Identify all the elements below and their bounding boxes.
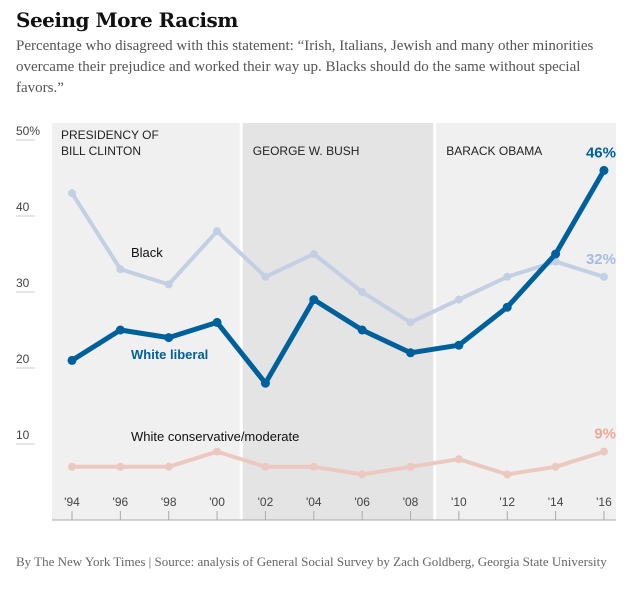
y-tick-label: 40: [16, 200, 30, 214]
period-band: [242, 123, 434, 520]
x-tick-label: '12: [499, 495, 515, 509]
data-point: [406, 318, 415, 327]
data-point: [358, 470, 367, 479]
x-tick-label: '14: [548, 495, 564, 509]
data-point: [68, 462, 76, 471]
data-point: [503, 470, 512, 479]
x-tick-label: '16: [596, 495, 612, 509]
end-value-label: 9%: [594, 426, 616, 443]
data-point: [454, 295, 463, 304]
y-tick-label: 20: [16, 352, 30, 366]
chart-title: Seeing More Racism: [16, 8, 238, 32]
period-label: GEORGE W. BUSH: [253, 144, 360, 158]
x-tick-label: '08: [403, 495, 419, 509]
series-line-white-liberal: [70, 169, 607, 386]
data-point: [357, 325, 367, 335]
data-point: [358, 288, 367, 296]
data-point: [309, 250, 318, 258]
end-value-label: 32%: [586, 251, 616, 268]
data-point: [164, 462, 173, 471]
data-point: [551, 249, 561, 259]
data-point: [164, 280, 173, 289]
series-label-white-conservative: White conservative/moderate: [131, 429, 299, 444]
source-credit: By The New York Times | Source: analysis…: [16, 554, 607, 569]
data-point: [213, 227, 222, 236]
period-label: BARACK OBAMA: [446, 144, 542, 158]
data-point: [599, 447, 608, 456]
series-label-white-liberal: White liberal: [131, 347, 208, 362]
data-point: [551, 462, 560, 471]
data-point: [261, 462, 270, 471]
y-tick-label: 50%: [16, 124, 40, 138]
end-value-label: 46%: [586, 144, 616, 161]
y-tick-label: 10: [16, 428, 30, 442]
data-point: [115, 325, 125, 335]
data-point: [67, 355, 77, 365]
data-point: [213, 447, 222, 456]
period-band: [52, 123, 240, 520]
series-line-black: [70, 192, 605, 325]
series-label-black: Black: [131, 245, 163, 260]
data-point: [406, 348, 416, 358]
x-tick-label: '94: [64, 495, 80, 509]
data-point: [164, 333, 174, 343]
x-tick-label: '04: [306, 495, 322, 509]
x-tick-label: '02: [258, 495, 274, 509]
series-line-white-conservative-moderate: [72, 449, 605, 477]
data-point: [68, 189, 76, 198]
data-point: [454, 340, 464, 350]
data-point: [116, 462, 125, 471]
data-point: [454, 455, 463, 464]
chart-subtitle: Percentage who disagreed with this state…: [16, 38, 594, 96]
data-point: [212, 317, 222, 327]
y-tick-label: 30: [16, 276, 30, 290]
data-point: [503, 272, 512, 281]
data-point: [502, 302, 512, 312]
period-band: [436, 123, 616, 520]
data-point: [599, 272, 608, 281]
period-label: BILL CLINTON: [61, 144, 141, 158]
data-point: [261, 272, 270, 281]
data-point: [406, 462, 415, 471]
data-point: [309, 462, 318, 471]
x-tick-label: '10: [451, 495, 467, 509]
x-tick-label: '98: [161, 495, 177, 509]
data-point: [116, 265, 125, 274]
x-tick-label: '96: [113, 495, 129, 509]
period-label: PRESIDENCY OF: [61, 128, 159, 142]
x-tick-label: '00: [209, 495, 225, 509]
data-point: [309, 295, 319, 305]
data-point: [599, 165, 609, 175]
x-tick-label: '06: [354, 495, 370, 509]
data-point: [260, 378, 270, 388]
